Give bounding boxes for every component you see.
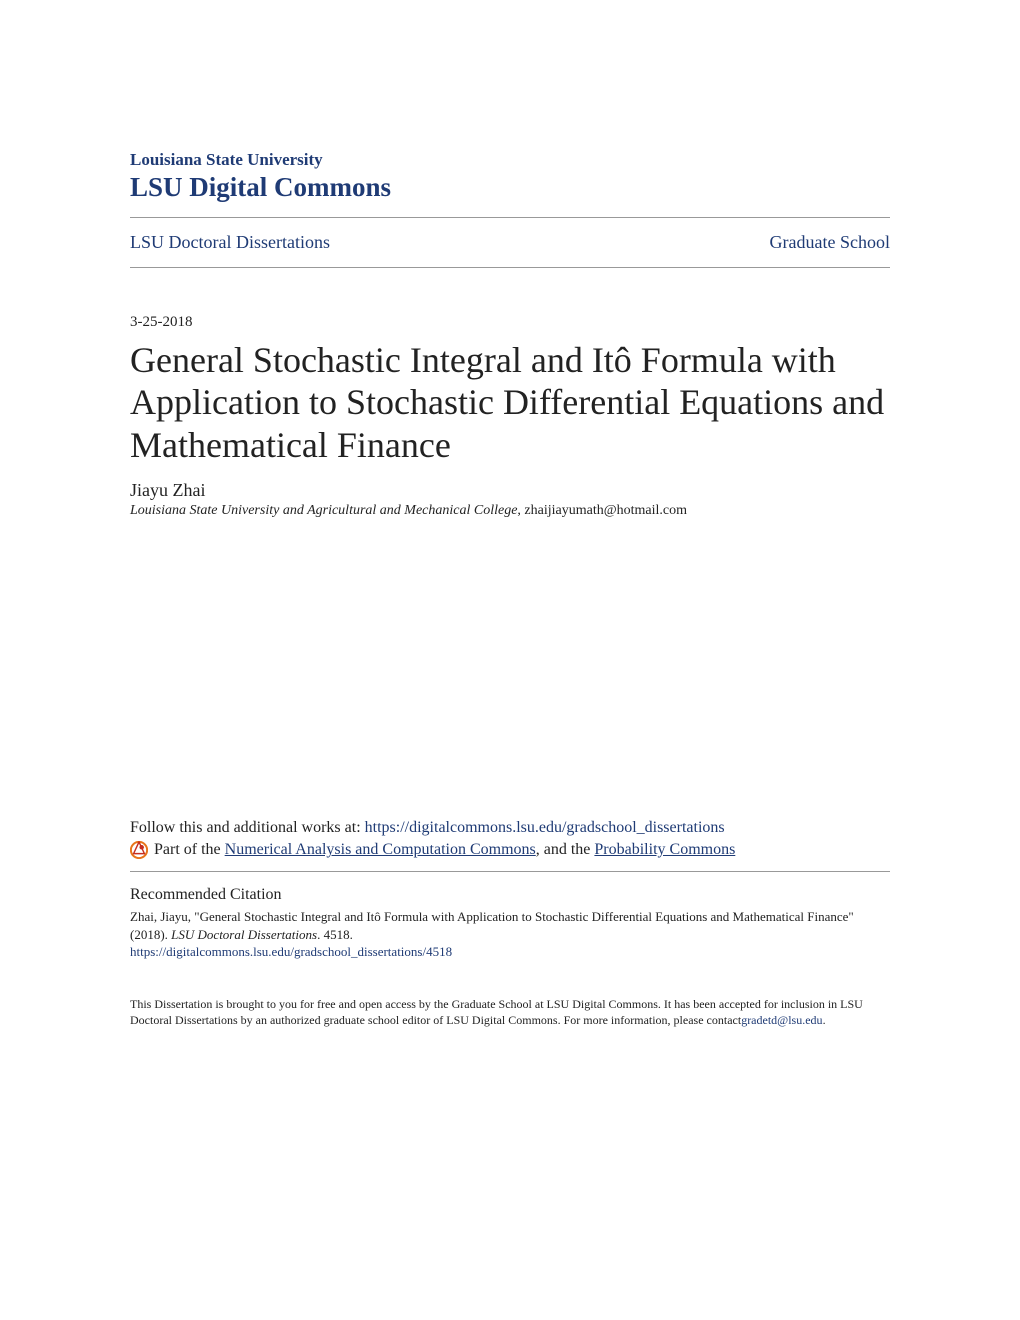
citation-heading: Recommended Citation xyxy=(130,886,890,904)
paper-title: General Stochastic Integral and Itô Form… xyxy=(130,339,890,466)
footer-period: . xyxy=(823,1013,826,1027)
publication-date: 3-25-2018 xyxy=(130,314,890,331)
collection-link[interactable]: LSU Doctoral Dissertations xyxy=(130,232,330,253)
citation-url-link[interactable]: https://digitalcommons.lsu.edu/gradschoo… xyxy=(130,944,890,960)
partof-prefix: Part of the xyxy=(154,841,225,858)
divider-citation xyxy=(130,871,890,872)
network-icon xyxy=(130,841,148,859)
footer-contact-link[interactable]: gradetd@lsu.edu xyxy=(741,1013,822,1027)
follow-section: Follow this and additional works at: htt… xyxy=(130,819,890,859)
partof-link-2[interactable]: Probability Commons xyxy=(594,841,735,858)
author-email: , zhaijiayumath@hotmail.com xyxy=(517,503,687,518)
partof-line: Part of the Numerical Analysis and Compu… xyxy=(130,841,890,859)
nav-row: LSU Doctoral Dissertations Graduate Scho… xyxy=(130,218,890,267)
citation-series: LSU Doctoral Dissertations xyxy=(171,927,317,942)
follow-line: Follow this and additional works at: htt… xyxy=(130,819,890,837)
university-name[interactable]: Louisiana State University xyxy=(130,150,890,170)
author-affiliation-line: Louisiana State University and Agricultu… xyxy=(130,503,890,519)
partof-link-1[interactable]: Numerical Analysis and Computation Commo… xyxy=(225,841,536,858)
citation-body-2: . 4518. xyxy=(317,927,353,942)
citation-section: Recommended Citation Zhai, Jiayu, "Gener… xyxy=(130,886,890,959)
citation-text: Zhai, Jiayu, "General Stochastic Integra… xyxy=(130,908,890,943)
author-name: Jiayu Zhai xyxy=(130,480,890,501)
digital-commons-title[interactable]: LSU Digital Commons xyxy=(130,172,890,203)
follow-url-link[interactable]: https://digitalcommons.lsu.edu/gradschoo… xyxy=(365,819,725,836)
partof-mid: , and the xyxy=(536,841,595,858)
divider-nav xyxy=(130,267,890,268)
follow-prefix: Follow this and additional works at: xyxy=(130,819,365,836)
author-affiliation: Louisiana State University and Agricultu… xyxy=(130,503,517,518)
footer-note: This Dissertation is brought to you for … xyxy=(130,996,890,1030)
graduate-school-link[interactable]: Graduate School xyxy=(770,232,890,253)
